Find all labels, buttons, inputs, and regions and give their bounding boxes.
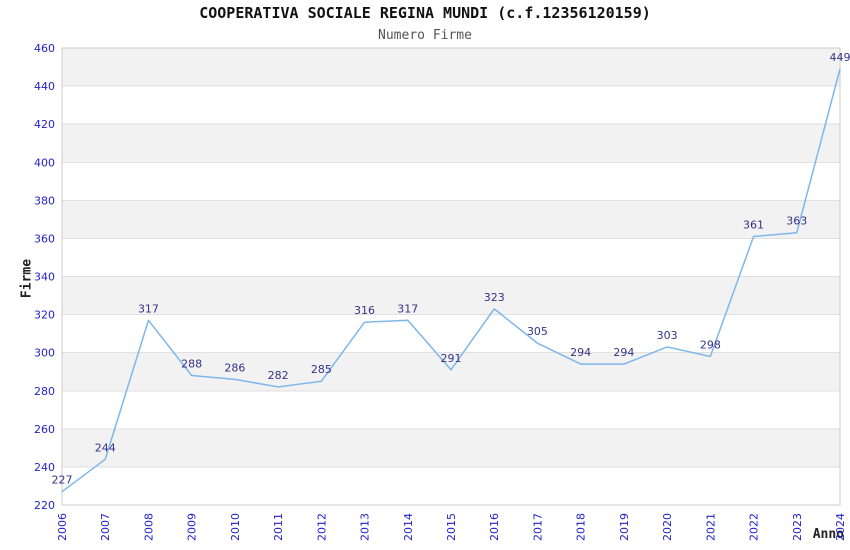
x-tick-label: 2018 [575,513,588,541]
data-point-label: 361 [743,219,764,232]
data-point-label: 291 [441,352,462,365]
plot-band [62,352,840,391]
data-line [61,68,841,493]
data-point-label: 305 [527,325,548,338]
x-tick-label: 2016 [488,513,501,541]
x-tick-label: 2022 [748,513,761,541]
data-point-label: 303 [657,329,678,342]
x-tick-label: 2014 [402,513,415,541]
plot-band [62,276,840,315]
x-axis-label: Anno [812,527,844,542]
data-point-label: 294 [613,346,634,359]
y-tick-label: 260 [34,423,55,436]
plot-band [62,428,840,467]
x-tick-label: 2020 [661,513,674,541]
x-tick-label: 2015 [445,513,458,541]
y-tick-label: 220 [34,499,55,512]
y-tick-label: 280 [34,385,55,398]
x-tick-label: 2017 [531,513,544,541]
data-point-label: 288 [181,358,202,371]
x-tick-label: 2007 [99,513,112,541]
plot-band [62,86,840,125]
y-tick-label: 240 [34,461,55,474]
data-point-label: 286 [224,361,245,374]
data-point-label: 317 [397,302,418,315]
data-point-label: 282 [268,369,289,382]
data-point-label: 298 [700,338,721,351]
y-tick-label: 460 [34,42,55,55]
plot-band [62,124,840,163]
data-point-label: 244 [95,441,116,454]
plot-band [62,48,840,87]
data-point-label: 294 [570,346,591,359]
y-tick-label: 360 [34,232,55,245]
data-point-label: 449 [830,51,850,64]
data-point-label: 227 [52,474,73,487]
plot-band [62,200,840,239]
data-point-label: 285 [311,363,332,376]
y-tick-label: 340 [34,271,55,284]
data-point-label: 316 [354,304,375,317]
x-tick-label: 2011 [272,513,285,541]
x-tick-label: 2021 [704,513,717,541]
x-tick-label: 2009 [186,513,199,541]
plot-border [61,47,841,506]
plot-band [62,162,840,201]
y-tick-label: 380 [34,194,55,207]
data-point-label: 363 [786,215,807,228]
y-tick-label: 400 [34,156,55,169]
data-point-label: 317 [138,302,159,315]
y-tick-label: 420 [34,118,55,131]
plot-band [62,314,840,353]
x-tick-label: 2008 [142,513,155,541]
x-tick-label: 2012 [315,513,328,541]
x-tick-label: 2019 [618,513,631,541]
plot-band [62,390,840,429]
data-point-label: 323 [484,291,505,304]
x-tick-label: 2023 [791,513,804,541]
x-tick-label: 2013 [359,513,372,541]
chart-title: COOPERATIVA SOCIALE REGINA MUNDI (c.f.12… [199,4,651,22]
y-tick-label: 320 [34,309,55,322]
y-tick-label: 300 [34,347,55,360]
x-tick-label: 2024 [834,513,847,541]
plot-band [62,466,840,505]
chart-subtitle: Numero Firme [378,28,472,43]
x-tick-label: 2006 [56,513,69,541]
y-tick-label: 440 [34,80,55,93]
x-tick-label: 2010 [229,513,242,541]
plot-band [62,238,840,277]
